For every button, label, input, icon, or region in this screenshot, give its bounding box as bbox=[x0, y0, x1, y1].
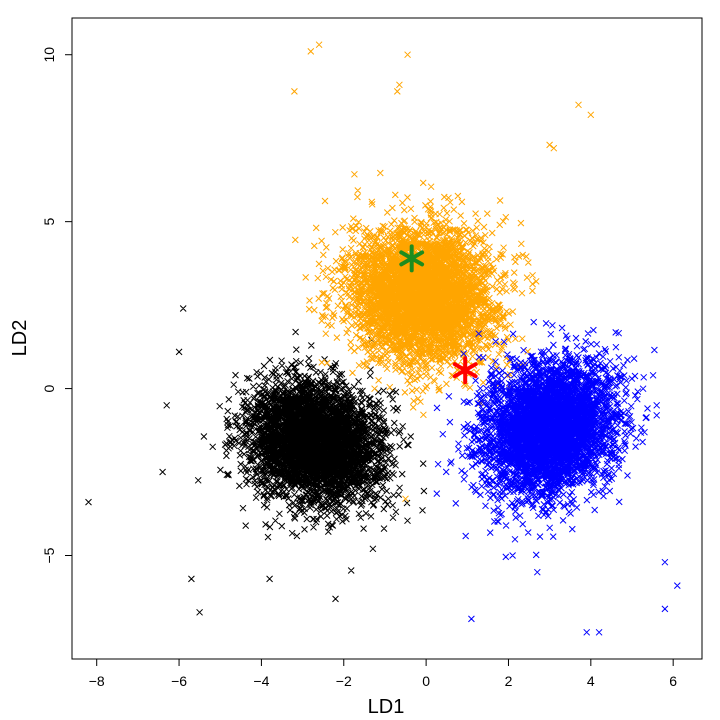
y-tick-label: 0 bbox=[41, 384, 57, 392]
centroid-star-2 bbox=[452, 356, 478, 385]
x-tick-label: −4 bbox=[253, 673, 269, 689]
series-3-points bbox=[433, 318, 681, 636]
y-tick-label: −5 bbox=[41, 547, 57, 563]
series-1-points bbox=[85, 305, 428, 616]
x-axis: −8 −6 −4 −2 0 2 4 6 bbox=[89, 658, 677, 689]
y-axis-title: LD2 bbox=[9, 320, 31, 357]
y-tick-label: 5 bbox=[41, 218, 57, 226]
x-tick-label: −6 bbox=[171, 673, 187, 689]
y-axis: −5 0 5 10 bbox=[41, 47, 73, 563]
x-axis-title: LD1 bbox=[368, 696, 405, 718]
x-tick-label: 2 bbox=[505, 673, 513, 689]
x-tick-label: 0 bbox=[422, 673, 430, 689]
centroid-star-1 bbox=[399, 244, 425, 273]
y-tick-label: 10 bbox=[41, 47, 57, 63]
x-tick-label: 6 bbox=[669, 673, 677, 689]
x-tick-label: 4 bbox=[587, 673, 595, 689]
x-tick-label: −2 bbox=[336, 673, 352, 689]
centroid-markers bbox=[399, 244, 478, 385]
x-tick-label: −8 bbox=[89, 673, 105, 689]
